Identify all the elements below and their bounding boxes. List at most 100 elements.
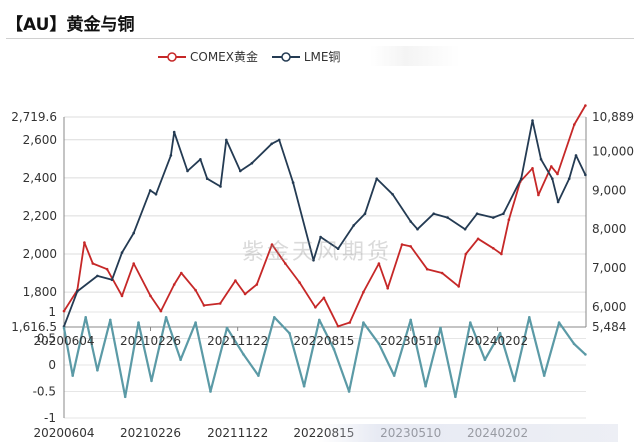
series-point-correlation (84, 316, 87, 319)
right-tick-label: 10,000 (592, 145, 634, 159)
x-tick-label-bottom: 20211122 (207, 426, 268, 440)
series-point-gold (573, 123, 576, 126)
series-point-gold (243, 292, 247, 296)
series-point-copper (475, 212, 479, 215)
series-point-copper (219, 185, 222, 188)
series-point-gold (336, 325, 340, 328)
series-point-copper (110, 278, 114, 282)
series-point-copper (319, 235, 322, 239)
series-point-correlation (150, 379, 153, 383)
lower-tick-label: -0.5 (33, 385, 56, 399)
series-point-correlation (179, 358, 182, 362)
series-point-copper (76, 290, 79, 293)
series-point-gold (159, 309, 163, 313)
title-bar: 【AU】黄金与铜 (0, 0, 640, 44)
series-point-correlation (137, 321, 140, 324)
legend-label-copper: LME铜 (303, 50, 341, 64)
series-point-correlation (542, 374, 546, 377)
series-point-gold (105, 267, 109, 271)
right-tick-label: 9,000 (592, 183, 626, 197)
series-group (62, 104, 587, 399)
series-point-correlation (257, 374, 260, 377)
series-point-copper (551, 177, 554, 180)
series-point-correlation (123, 395, 127, 399)
chart-title: 【AU】黄金与铜 (6, 15, 135, 35)
left-tick-label: 2,400 (23, 171, 57, 185)
series-point-correlation (332, 347, 336, 351)
series-point-correlation (164, 316, 168, 319)
series-line-correlation (62, 316, 587, 398)
legend-label-gold: COMEX黄金 (190, 50, 258, 64)
watermark: 紫金天风期货 (242, 240, 393, 265)
series-point-gold (322, 296, 326, 300)
series-point-gold (464, 252, 468, 256)
series-point-copper (96, 274, 99, 278)
right-tick-label: 7,000 (592, 261, 626, 275)
lower-tick-label: 0.5 (37, 332, 56, 346)
series-point-copper (584, 173, 587, 177)
left-tick-label: 1,800 (23, 285, 57, 299)
series-point-correlation (584, 353, 587, 356)
lower-tick-label: -1 (44, 411, 56, 425)
series-point-correlation (424, 384, 427, 388)
title-divider (6, 38, 634, 39)
series-point-copper (154, 193, 158, 196)
series-point-gold (507, 218, 511, 221)
series-line-gold (63, 105, 587, 328)
series-point-copper (169, 154, 173, 157)
axes (63, 117, 587, 418)
series-point-correlation (498, 331, 502, 335)
series-point-correlation (439, 326, 442, 330)
series-point-gold (425, 267, 429, 271)
series-point-copper (574, 154, 578, 157)
legend-item-copper[interactable]: LME铜 (271, 48, 341, 65)
series-point-correlation (302, 384, 306, 388)
series-point-copper (199, 158, 202, 161)
series-point-copper (363, 212, 367, 215)
series-point-gold (298, 281, 301, 284)
legend-blur-overlay (370, 46, 460, 66)
series-point-correlation (242, 353, 245, 356)
series-point-gold (314, 306, 317, 309)
series-point-correlation (392, 374, 396, 377)
series-point-correlation (409, 318, 413, 322)
series-point-gold (234, 279, 237, 282)
series-point-gold (62, 309, 66, 313)
series-point-correlation (273, 316, 276, 319)
series-point-copper (463, 227, 467, 231)
right-tick-label: 8,000 (592, 222, 626, 236)
series-point-copper (277, 138, 281, 142)
series-point-gold (550, 165, 553, 168)
series-point-gold (377, 262, 381, 265)
series-point-gold (348, 321, 352, 324)
series-point-copper (446, 216, 449, 219)
series-point-copper (225, 138, 228, 142)
series-point-gold (202, 304, 206, 307)
legend-item-gold[interactable]: COMEX黄金 (158, 48, 258, 65)
series-point-copper (352, 224, 356, 227)
x-tick-label-upper: 20200604 (33, 334, 94, 348)
series-point-copper (291, 181, 295, 184)
series-point-gold (194, 288, 197, 292)
x-tick-label-upper: 20210226 (120, 334, 181, 348)
series-point-gold (83, 241, 86, 244)
series-point-copper (312, 259, 315, 262)
bottom-blur-overlay (318, 424, 618, 442)
series-point-gold (584, 104, 587, 107)
left-tick-label: 2,600 (23, 133, 57, 147)
series-point-correlation (209, 390, 212, 393)
legend: COMEX黄金 LME铜 (158, 48, 350, 68)
series-point-gold (172, 283, 176, 286)
series-point-copper (205, 177, 209, 180)
series-point-correlation (194, 321, 197, 324)
series-point-copper (375, 177, 379, 180)
series-point-gold (409, 245, 413, 248)
lower-tick-label: 1 (48, 305, 56, 319)
legend-copper-swatch-icon (271, 51, 300, 62)
series-point-gold (149, 294, 152, 298)
series-point-copper (492, 216, 495, 219)
series-point-correlation (377, 342, 381, 346)
series-point-gold (180, 271, 183, 275)
series-point-gold (440, 271, 444, 275)
